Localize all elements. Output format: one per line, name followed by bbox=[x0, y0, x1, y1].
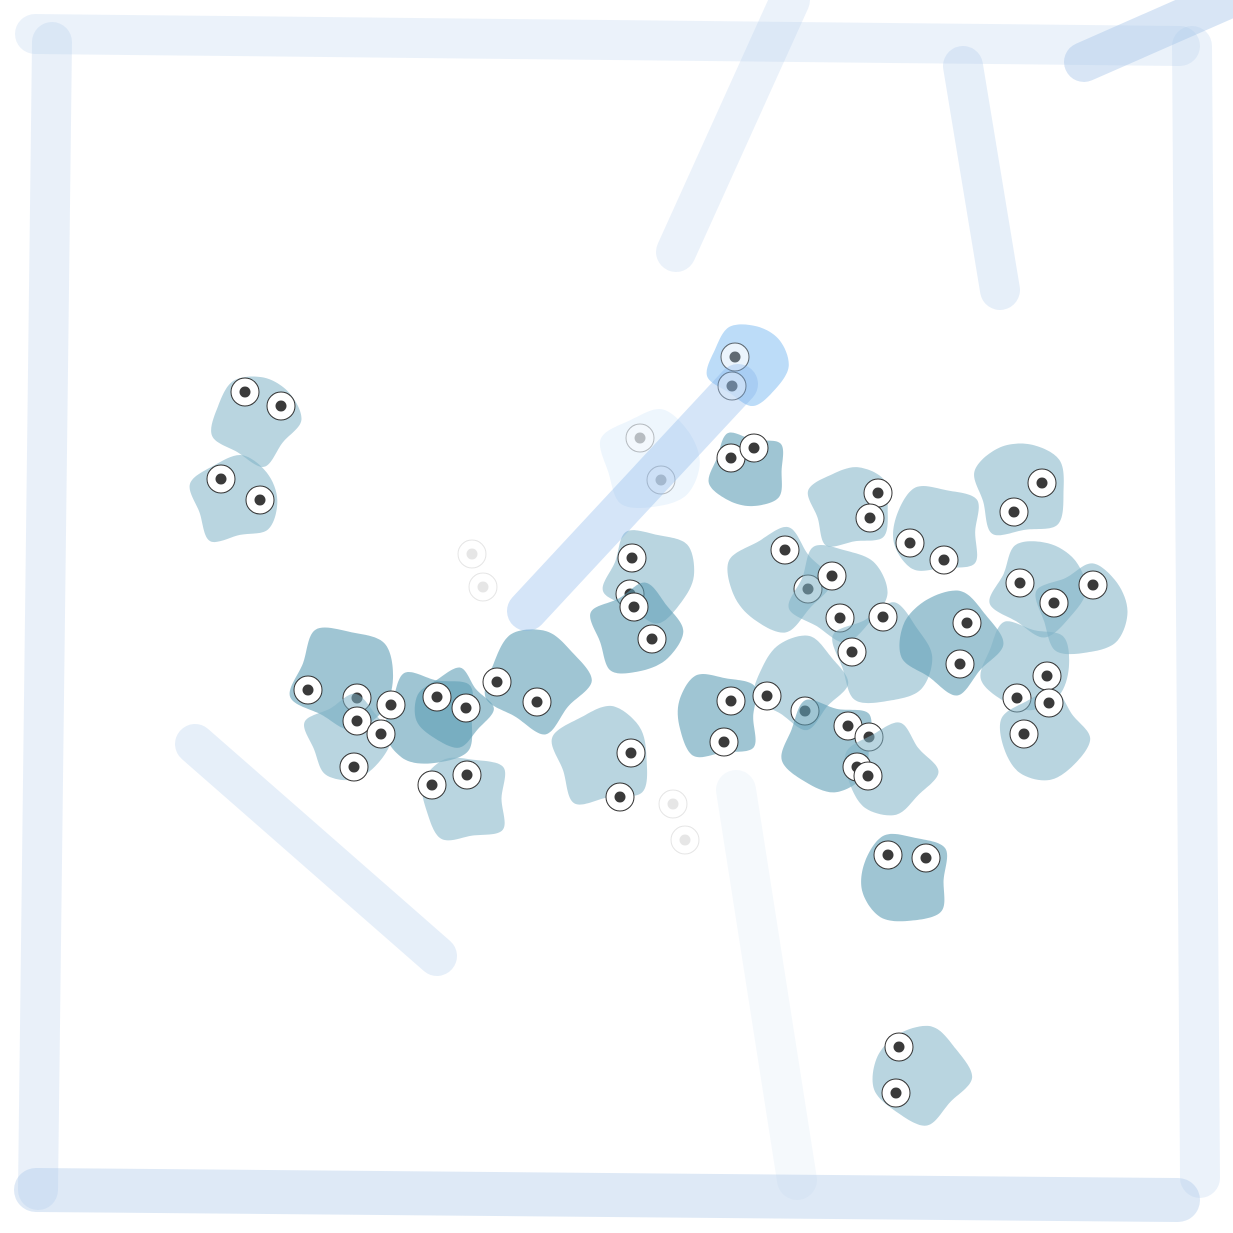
eye-right-icon bbox=[638, 625, 666, 653]
eye-left-icon bbox=[377, 691, 405, 719]
eye-left-icon bbox=[864, 479, 892, 507]
eye-right-icon bbox=[367, 720, 395, 748]
ghost-eye-right-icon bbox=[671, 826, 699, 854]
ghost-creature-1 bbox=[458, 540, 497, 601]
eye-left-icon bbox=[231, 378, 259, 406]
wall-top[interactable] bbox=[35, 34, 1180, 46]
creature-9[interactable] bbox=[552, 706, 648, 811]
eye-right-icon bbox=[1033, 662, 1061, 690]
eye-right-icon bbox=[267, 392, 295, 420]
eye-left-icon bbox=[617, 739, 645, 767]
creature-29[interactable] bbox=[873, 1026, 973, 1126]
creature-1[interactable] bbox=[211, 376, 301, 466]
eye-left-icon bbox=[483, 668, 511, 696]
eye-right-icon bbox=[882, 1079, 910, 1107]
eye-right-icon bbox=[523, 688, 551, 716]
eye-left-icon bbox=[1006, 569, 1034, 597]
eye-left-icon bbox=[343, 707, 371, 735]
eye-right-icon bbox=[946, 650, 974, 678]
eye-right-icon bbox=[838, 638, 866, 666]
eye-right-icon bbox=[912, 844, 940, 872]
eye-right-icon bbox=[340, 753, 368, 781]
eye-right-icon bbox=[854, 762, 882, 790]
eye-right-icon bbox=[1010, 720, 1038, 748]
eye-left-icon bbox=[1079, 571, 1107, 599]
eye-left-icon bbox=[620, 593, 648, 621]
creature-12[interactable] bbox=[709, 432, 784, 506]
creature-21[interactable] bbox=[893, 486, 979, 574]
eye-left-icon bbox=[207, 465, 235, 493]
eye-left-icon bbox=[294, 676, 322, 704]
eye-left-icon bbox=[896, 529, 924, 557]
wall-right[interactable] bbox=[1192, 46, 1200, 1178]
wall-lower-center-slant[interactable] bbox=[736, 790, 797, 1180]
eye-left-icon bbox=[818, 562, 846, 590]
eye-right-icon bbox=[856, 504, 884, 532]
eye-left-icon bbox=[869, 603, 897, 631]
eye-right-icon bbox=[452, 694, 480, 722]
wall-bottom[interactable] bbox=[36, 1190, 1178, 1200]
eye-left-icon bbox=[874, 841, 902, 869]
eye-left-icon bbox=[418, 771, 446, 799]
creature-28[interactable] bbox=[861, 834, 947, 921]
wall-left[interactable] bbox=[38, 42, 52, 1190]
ghost-creature-2 bbox=[659, 790, 699, 854]
eye-right-icon bbox=[930, 546, 958, 574]
eye-right-icon bbox=[740, 434, 768, 462]
eye-right-icon bbox=[1000, 498, 1028, 526]
eye-right-icon bbox=[1040, 589, 1068, 617]
creature-23[interactable] bbox=[974, 444, 1064, 536]
eye-left-icon bbox=[885, 1033, 913, 1061]
eye-left-icon bbox=[717, 687, 745, 715]
eye-left-icon bbox=[771, 536, 799, 564]
eye-left-icon bbox=[618, 544, 646, 572]
ghost-eye-left-icon bbox=[659, 790, 687, 818]
eye-left-icon bbox=[753, 682, 781, 710]
eye-left-icon bbox=[626, 424, 654, 452]
ghost-eye-left-icon bbox=[458, 540, 486, 568]
ghost-eye-right-icon bbox=[469, 573, 497, 601]
eye-right-icon bbox=[246, 486, 274, 514]
eye-left-icon bbox=[953, 609, 981, 637]
creature-8[interactable] bbox=[483, 629, 592, 734]
creature-16[interactable] bbox=[808, 467, 892, 547]
eye-left-icon bbox=[423, 683, 451, 711]
wall-upper-right-slant[interactable] bbox=[963, 66, 1000, 290]
wall-lower-left-diagonal[interactable] bbox=[195, 744, 437, 956]
creature-14[interactable] bbox=[678, 674, 757, 757]
eye-left-icon bbox=[1035, 689, 1063, 717]
eye-right-icon bbox=[606, 783, 634, 811]
eye-right-icon bbox=[453, 761, 481, 789]
eye-right-icon bbox=[710, 728, 738, 756]
eye-left-icon bbox=[1028, 469, 1056, 497]
creature-2[interactable] bbox=[190, 455, 278, 542]
creature-7[interactable] bbox=[418, 758, 505, 841]
